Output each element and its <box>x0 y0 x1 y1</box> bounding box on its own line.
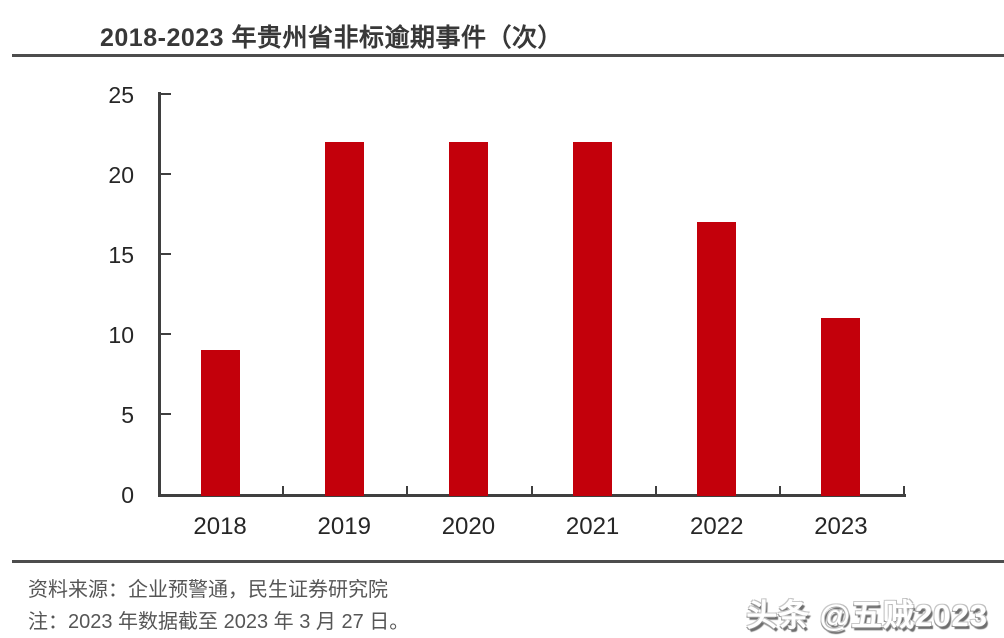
bar <box>573 142 613 496</box>
x-axis-line <box>158 494 906 497</box>
source-text: 资料来源：企业预警通，民生证券研究院 <box>28 579 388 601</box>
y-tick-label: 15 <box>108 242 134 268</box>
y-tick-label: 10 <box>108 322 134 348</box>
y-axis-tick <box>161 93 171 95</box>
note-text: 注：2023 年数据截至 2023 年 3 月 27 日。 <box>28 611 410 633</box>
x-axis-tick <box>282 486 285 494</box>
y-tick-label: 20 <box>108 162 134 188</box>
footer-divider-rule <box>12 560 1004 563</box>
x-axis-tick <box>530 486 533 494</box>
y-tick-label: 25 <box>108 82 134 108</box>
page-title: 2018-2023 年贵州省非标逾期事件（次） <box>100 24 564 52</box>
x-axis-tick <box>654 486 657 494</box>
x-tick-label: 2022 <box>690 513 744 540</box>
bar <box>821 318 861 496</box>
x-tick-label: 2021 <box>565 513 620 540</box>
bar-chart: 0 5 10 15 20 25 2018 2019 2020 2021 2022 2023 <box>108 82 906 540</box>
x-tick-label: 2020 <box>441 513 496 540</box>
title-divider-rule <box>12 54 1004 57</box>
x-axis-tick <box>903 486 905 494</box>
y-axis-line <box>158 92 161 497</box>
bar <box>200 350 240 496</box>
watermark-text: 头条 @五贼2023 <box>746 598 988 633</box>
x-axis-tick <box>406 486 409 494</box>
x-tick-label: 2023 <box>814 513 868 540</box>
x-axis-tick <box>778 486 781 494</box>
y-axis-tick <box>161 173 171 175</box>
y-axis-tick <box>161 413 171 415</box>
y-tick-label: 0 <box>121 482 134 508</box>
y-tick-label: 5 <box>121 402 134 428</box>
y-axis-tick <box>161 253 171 255</box>
bar <box>448 142 488 496</box>
bar <box>697 222 737 496</box>
y-axis-tick <box>161 333 171 335</box>
x-tick-label: 2018 <box>193 513 247 540</box>
x-tick-label: 2019 <box>317 513 371 540</box>
bar <box>324 142 364 496</box>
